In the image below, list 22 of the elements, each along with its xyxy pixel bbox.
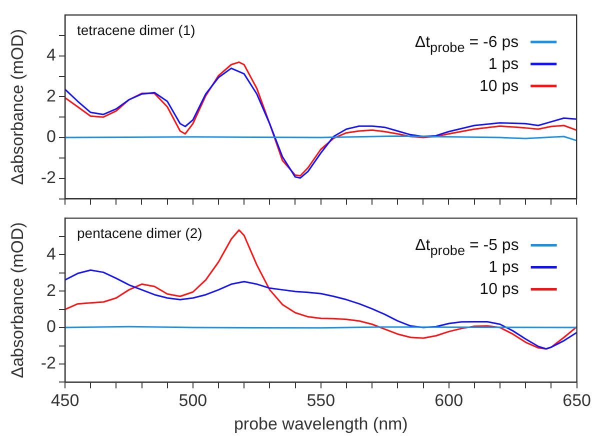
y-tick-label: -2 (40, 168, 56, 188)
x-tick-label: 550 (306, 391, 336, 410)
y-tick-label: 4 (46, 244, 56, 264)
y-axis-title: Δabsorbance (mOD) (8, 28, 27, 185)
y-axis-title: Δabsorbance (mOD) (8, 222, 27, 378)
text: pentacene dimer (2) (77, 225, 202, 242)
x-tick-label: 650 (562, 391, 592, 410)
legend-label: 1 ps (488, 259, 519, 276)
x-tick-label: 600 (434, 391, 464, 410)
y-tick-label: 2 (46, 86, 56, 106)
x-axis-title: probe wavelength (nm) (234, 414, 408, 434)
y-tick-label: 0 (46, 127, 56, 146)
x-tick-label: 500 (178, 391, 208, 410)
y-tick-label: 0 (46, 317, 56, 336)
legend-label: 1 ps (488, 56, 519, 73)
y-tick-label: -2 (40, 354, 56, 373)
legend-label: 10 ps (480, 281, 519, 298)
text: tetracene dimer (1) (77, 22, 196, 38)
legend-label: 10 ps (479, 78, 519, 95)
y-tick-label: 2 (46, 280, 56, 300)
y-tick-label: 4 (46, 46, 56, 65)
x-tick-label: 450 (50, 391, 80, 410)
